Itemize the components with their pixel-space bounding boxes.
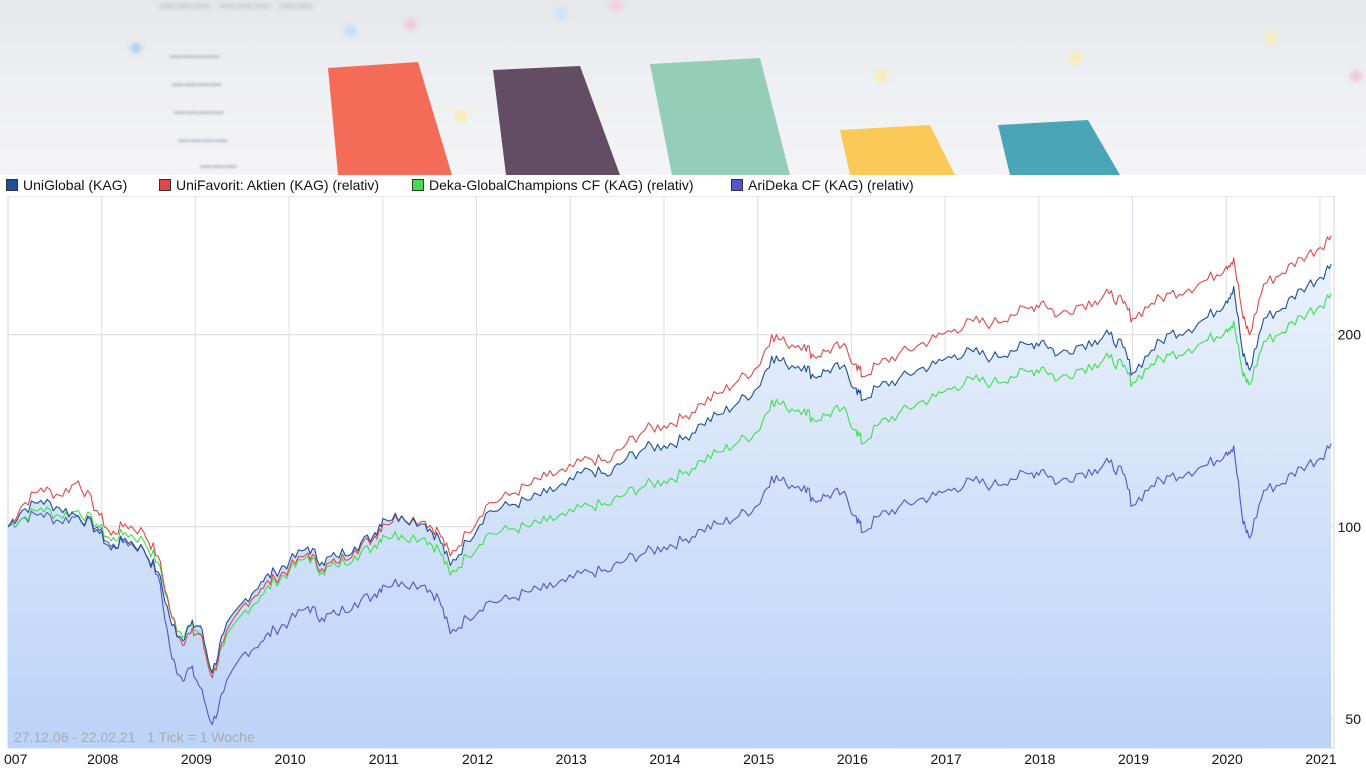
photo-blur-dot	[130, 42, 142, 54]
x-tick-label: 2012	[462, 751, 493, 767]
photo-bar-red	[328, 62, 452, 175]
x-tick-label: 2009	[181, 751, 212, 767]
x-tick-label: 2010	[275, 751, 306, 767]
photo-bar-yellow	[840, 125, 955, 175]
range-period: 27.12.06 - 22.02.21	[14, 729, 136, 745]
photo-blur-dot	[875, 70, 887, 82]
photo-blur-dot	[1070, 52, 1082, 64]
x-tick-label: 007	[4, 751, 28, 767]
legend-item-unifavorit[interactable]: UniFavorit: Aktien (KAG) (relativ)	[159, 177, 379, 193]
blurred-photo-tick: ▁▁▁▁	[172, 68, 223, 86]
series-line-uniglobal-kag	[7, 263, 1332, 674]
background-photo-banner: ▔▔▔ ▔▔▔ ▔▔ ▁▁▁▁ ▁▁▁▁ ▁▁▁▁ ▁▁▁▁ ▁▁▁	[0, 0, 1366, 175]
legend-item-deka-globalchampions[interactable]: Deka-GlobalChampions CF (KAG) (relativ)	[412, 177, 694, 193]
x-axis: 007 2008 2009 2010 2011 2012 2013 2014 2015 2016 2…	[4, 751, 1337, 767]
blurred-photo-text: ▔▔▔ ▔▔▔ ▔▔	[160, 6, 315, 28]
performance-chart: 50 100 200 007 2008 2009 2010 2011 2012 2013 2014…	[4, 196, 1362, 767]
legend-swatch-icon	[159, 179, 171, 191]
y-tick-label: 100	[1338, 519, 1362, 535]
range-tick-info: 1 Tick = 1 Woche	[147, 729, 255, 745]
y-axis: 50 100 200	[1338, 327, 1362, 727]
x-tick-label: 2008	[87, 751, 118, 767]
photo-bar-blue	[998, 120, 1120, 175]
photo-bar-purple	[493, 66, 620, 175]
legend-item-uniglobal[interactable]: UniGlobal (KAG)	[6, 177, 127, 193]
legend-label: Deka-GlobalChampions CF (KAG) (relativ)	[429, 177, 694, 193]
series-line-unifavorit-aktien-kag-relativ	[7, 235, 1332, 679]
series-line-deka-globalchampions-cf-kag-relativ	[7, 293, 1332, 674]
legend-label: UniFavorit: Aktien (KAG) (relativ)	[176, 177, 380, 193]
blurred-photo-tick: ▁▁▁▁	[178, 124, 229, 142]
blurred-photo-bars	[328, 58, 1120, 175]
x-tick-label: 2017	[931, 751, 962, 767]
blurred-photo-tick: ▁▁▁▁	[170, 40, 221, 58]
series-lines	[7, 235, 1332, 725]
legend-swatch-icon	[412, 179, 424, 191]
photo-blur-dot	[610, 0, 622, 12]
range-info: 27.12.06 - 22.02.21 1 Tick = 1 Woche	[14, 729, 255, 745]
photo-blur-dot	[405, 18, 417, 30]
y-tick-label: 50	[1345, 711, 1361, 727]
chart-legend: UniGlobal (KAG) UniFavorit: Aktien (KAG)…	[0, 175, 1366, 196]
series-line-arideka-cf-kag-relativ	[7, 443, 1332, 725]
legend-item-arideka[interactable]: AriDeka CF (KAG) (relativ)	[731, 177, 914, 193]
y-tick-label: 200	[1338, 327, 1362, 343]
blurred-photo-tick: ▁▁▁	[200, 150, 238, 168]
photo-blur-dot	[555, 8, 567, 20]
uniglobal-area	[8, 264, 1332, 748]
legend-swatch-icon	[6, 179, 18, 191]
x-tick-label: 2021	[1305, 751, 1336, 767]
photo-blur-dot	[1350, 70, 1362, 82]
area-fill	[8, 264, 1332, 748]
legend-label: AriDeka CF (KAG) (relativ)	[748, 177, 914, 193]
x-tick-label: 2019	[1118, 751, 1149, 767]
x-tick-label: 2014	[649, 751, 680, 767]
x-tick-label: 2016	[837, 751, 868, 767]
photo-bar-teal	[650, 58, 790, 175]
legend-swatch-icon	[731, 179, 743, 191]
photo-blur-dot	[345, 25, 357, 37]
x-tick-label: 2018	[1024, 751, 1055, 767]
x-tick-label: 2015	[743, 751, 774, 767]
photo-blur-dot	[1265, 32, 1277, 44]
legend-label: UniGlobal (KAG)	[23, 177, 128, 193]
x-tick-label: 2011	[369, 751, 399, 767]
photo-blur-dot	[455, 110, 467, 122]
blurred-photo-tick: ▁▁▁▁	[174, 96, 225, 114]
x-tick-label: 2013	[556, 751, 587, 767]
x-tick-label: 2020	[1212, 751, 1243, 767]
